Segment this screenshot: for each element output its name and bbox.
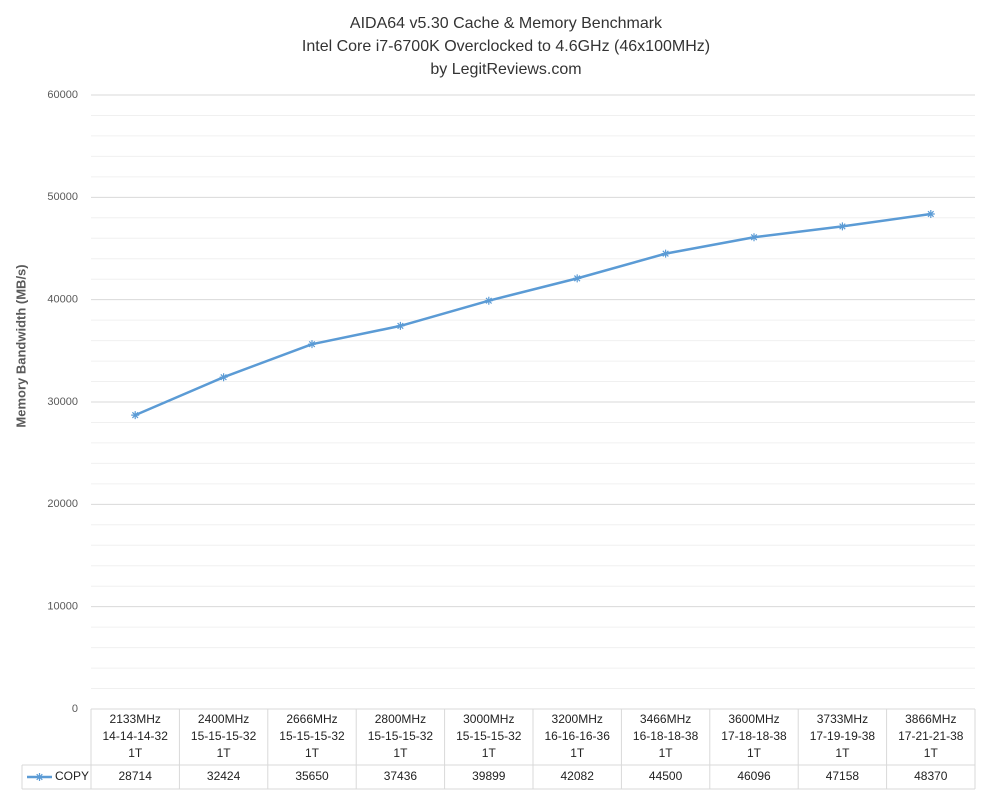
x-tick-label: 15-15-15-32 (456, 729, 522, 743)
chart-title: AIDA64 v5.30 Cache & Memory Benchmark (350, 15, 663, 32)
x-tick-label: 3000MHz (463, 712, 514, 726)
x-tick-label: 2666MHz (286, 712, 337, 726)
x-tick-label: 3600MHz (728, 712, 779, 726)
table-value: 46096 (737, 769, 771, 783)
x-tick-label: 3200MHz (552, 712, 603, 726)
x-tick-label: 1T (482, 746, 497, 760)
y-tick-label: 0 (72, 703, 78, 715)
x-tick-label: 3733MHz (817, 712, 868, 726)
point-marker (308, 340, 316, 349)
x-tick-label: 17-21-21-38 (898, 729, 964, 743)
point-marker (396, 321, 405, 330)
x-tick-label: 17-18-18-38 (721, 729, 787, 743)
table-value: 47158 (826, 769, 860, 783)
table-value: 44500 (649, 769, 683, 783)
y-tick-label: 40000 (47, 294, 78, 306)
table-value: 42082 (561, 769, 595, 783)
x-tick-label: 1T (217, 746, 232, 760)
x-tick-label: 15-15-15-32 (279, 729, 345, 743)
point-marker (131, 411, 140, 420)
point-marker (750, 233, 758, 242)
table-value: 48370 (914, 769, 948, 783)
legend-marker (35, 773, 44, 781)
y-axis-label: Memory Bandwidth (MB/s) (13, 264, 28, 427)
x-tick-label: 2800MHz (375, 712, 426, 726)
table-value: 37436 (384, 769, 418, 783)
series-line (134, 212, 931, 417)
x-tick-label: 16-18-18-38 (633, 729, 699, 743)
x-tick-label: 1T (747, 746, 762, 760)
point-marker (926, 210, 935, 219)
x-tick-label: 1T (659, 746, 674, 760)
x-tick-label: 1T (924, 746, 939, 760)
chart-credit: by LegitReviews.com (430, 61, 581, 78)
x-tick-label: 15-15-15-32 (368, 729, 434, 743)
y-tick-label: 20000 (47, 498, 78, 510)
table-value: 32424 (207, 769, 241, 783)
x-tick-label: 17-19-19-38 (810, 729, 876, 743)
point-marker (661, 249, 670, 258)
x-tick-label: 15-15-15-32 (191, 729, 257, 743)
table-value: 28714 (119, 769, 153, 783)
chart-subtitle: Intel Core i7-6700K Overclocked to 4.6GH… (302, 38, 710, 55)
x-tick-label: 3466MHz (640, 712, 691, 726)
y-tick-label: 30000 (47, 396, 78, 408)
x-tick-label: 1T (305, 746, 320, 760)
x-tick-label: 1T (128, 746, 143, 760)
legend-label: COPY (55, 769, 89, 783)
point-marker (838, 222, 847, 231)
point-marker (573, 274, 582, 283)
y-tick-label: 60000 (47, 89, 78, 101)
x-tick-label: 14-14-14-32 (103, 729, 169, 743)
y-tick-label: 10000 (47, 601, 78, 613)
x-tick-label: 1T (393, 746, 408, 760)
x-tick-label: 1T (835, 746, 850, 760)
x-tick-label: 2133MHz (110, 712, 161, 726)
x-tick-label: 3866MHz (905, 712, 956, 726)
table-value: 39899 (472, 769, 506, 783)
point-marker (219, 373, 228, 382)
x-tick-label: 2400MHz (198, 712, 249, 726)
x-tick-label: 16-16-16-36 (545, 729, 611, 743)
y-tick-label: 50000 (47, 191, 78, 203)
point-marker (484, 296, 493, 305)
table-value: 35650 (295, 769, 329, 783)
x-tick-label: 1T (570, 746, 585, 760)
